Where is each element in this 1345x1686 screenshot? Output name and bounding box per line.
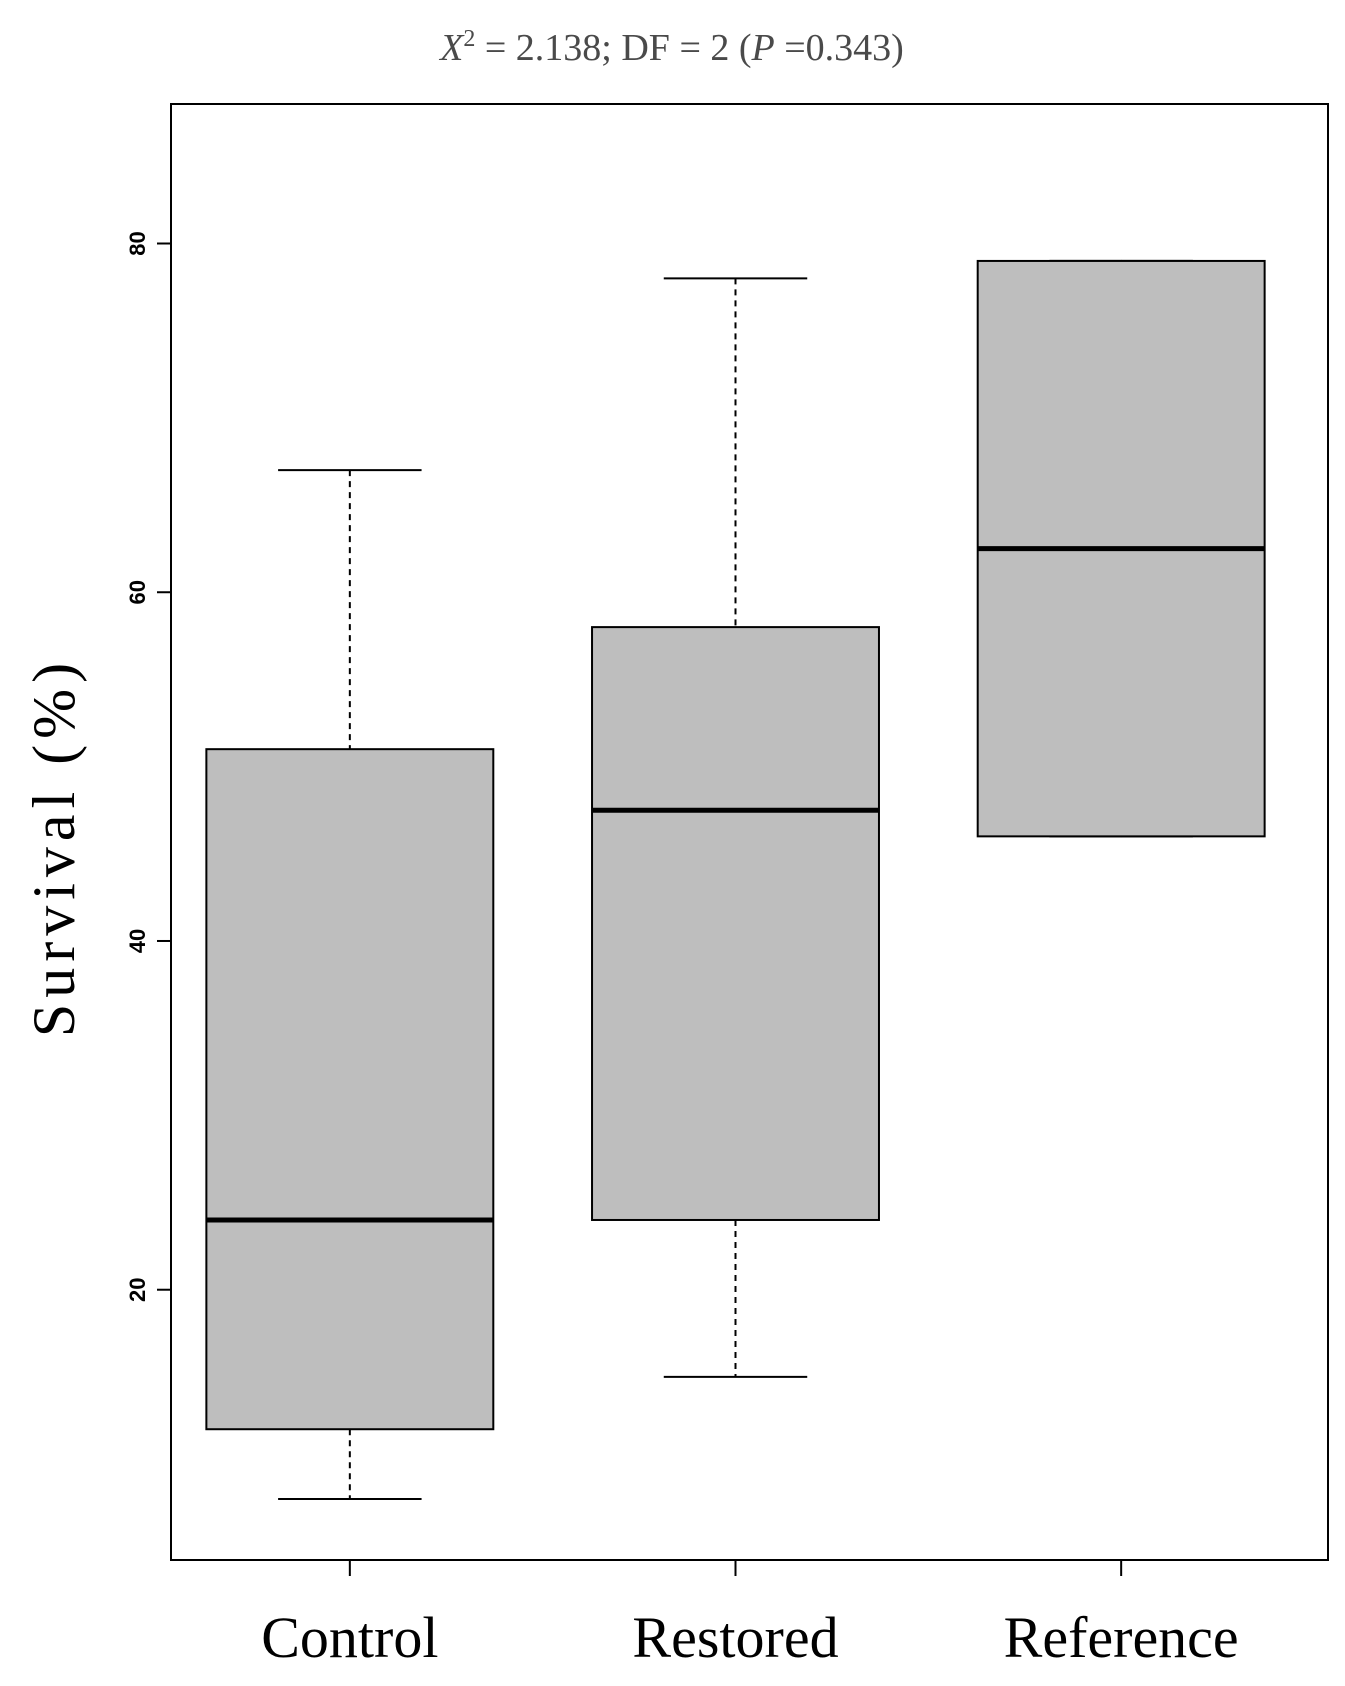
chart-title: X2 = 2.138; DF = 2 (P =0.343) bbox=[438, 26, 904, 69]
y-tick-label: 60 bbox=[125, 580, 150, 604]
y-tick-label: 80 bbox=[125, 231, 150, 255]
chi-square-stat: = 2.138; DF = 2 ( bbox=[475, 27, 751, 69]
iqr-box-restored bbox=[591, 626, 880, 1221]
x-axis: Control Restored Reference bbox=[261, 1560, 1239, 1670]
iqr-box-control bbox=[205, 748, 495, 1431]
box-control bbox=[205, 469, 495, 1500]
box-restored bbox=[591, 277, 880, 1378]
y-axis: 20 40 60 80 bbox=[125, 231, 172, 1302]
chi-square-symbol: X bbox=[438, 27, 465, 69]
y-tick-label: 20 bbox=[125, 1277, 150, 1301]
p-value-text: =0.343) bbox=[775, 27, 904, 69]
p-symbol: P bbox=[751, 27, 775, 69]
x-tick-label: Reference bbox=[1004, 1605, 1239, 1670]
box-group bbox=[205, 259, 1266, 1500]
y-axis-label: Survival (%) bbox=[21, 657, 87, 1037]
x-tick-label: Control bbox=[261, 1605, 438, 1670]
box-reference bbox=[976, 259, 1266, 838]
chi-square-superscript: 2 bbox=[463, 26, 475, 52]
y-tick-label: 40 bbox=[125, 929, 150, 953]
x-tick-label: Restored bbox=[632, 1605, 838, 1670]
